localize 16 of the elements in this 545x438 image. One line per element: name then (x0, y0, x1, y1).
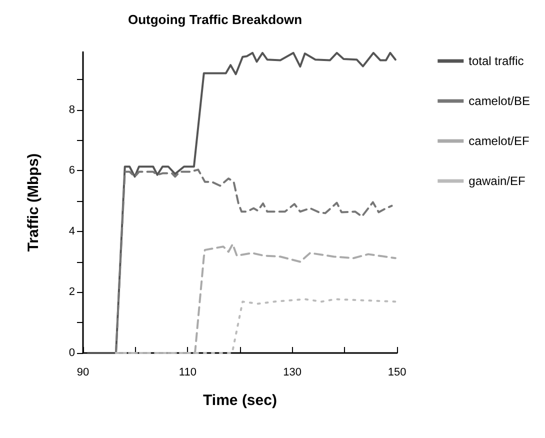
x-tick-label: 110 (178, 366, 196, 378)
x-tick-label: 150 (388, 366, 406, 378)
chart-title: Outgoing Traffic Breakdown (128, 12, 302, 27)
legend-label: gawain/EF (468, 174, 526, 188)
legend-label: camelot/BE (468, 94, 530, 108)
x-tick-label: 130 (283, 366, 302, 378)
legend-label: camelot/EF (468, 134, 530, 148)
y-tick-label: 4 (68, 225, 75, 238)
y-tick-label: 8 (68, 104, 75, 116)
legend-label: total traffic (468, 54, 524, 68)
x-axis-title: Time (sec) (203, 392, 277, 409)
y-axis-title: Traffic (Mbps) (25, 153, 42, 252)
y-tick-label: 0 (68, 347, 75, 359)
y-tick-label: 6 (68, 164, 75, 177)
x-tick-label: 90 (76, 366, 90, 378)
y-tick-label: 2 (68, 286, 75, 298)
